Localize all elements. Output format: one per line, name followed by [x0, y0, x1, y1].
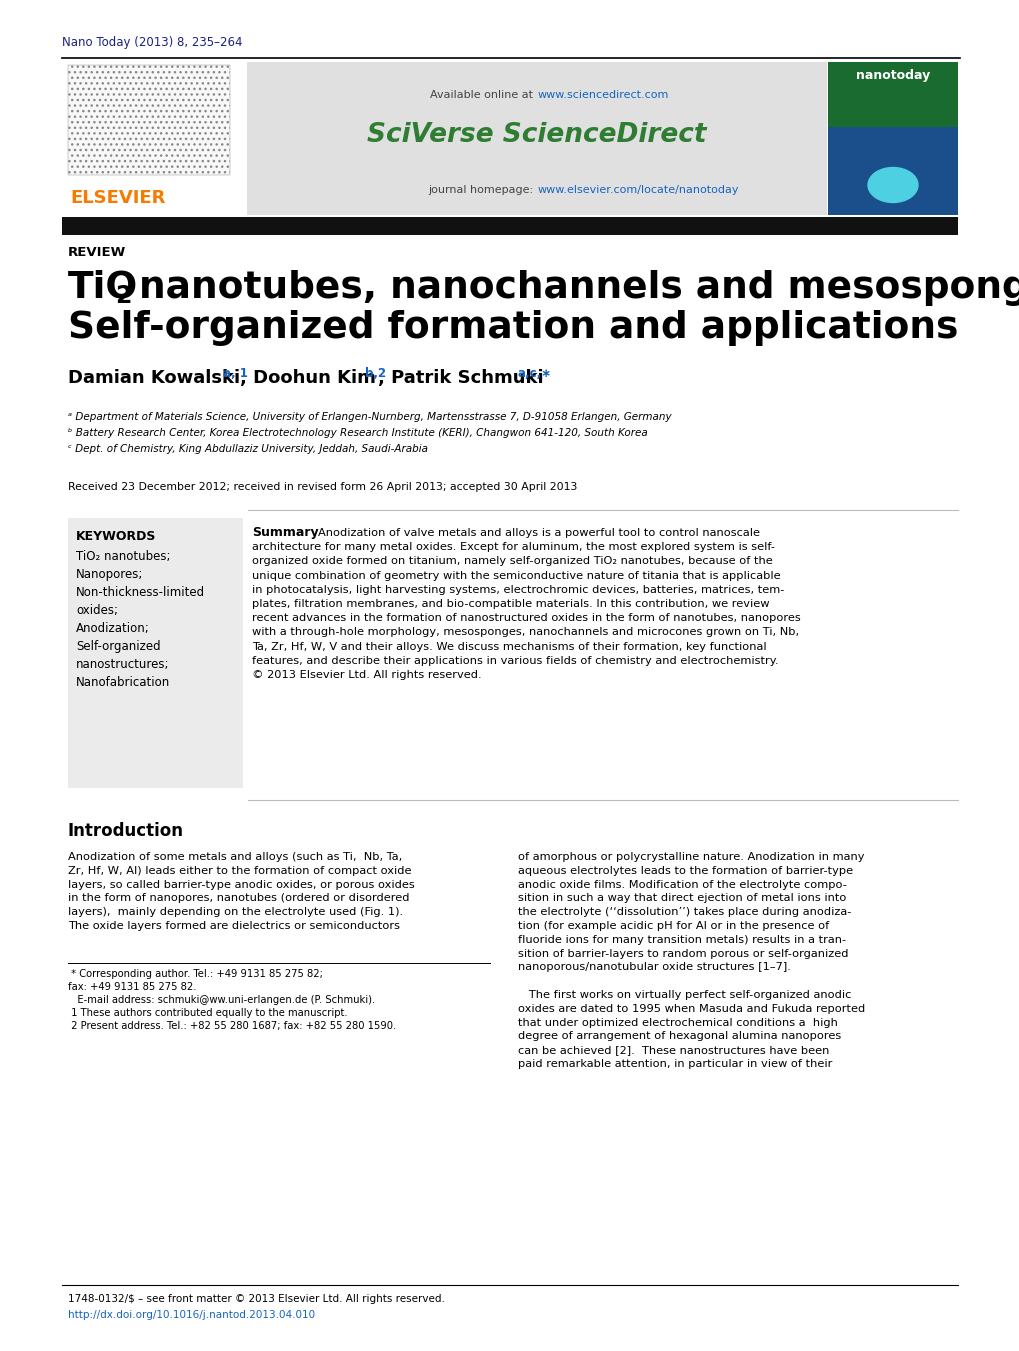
Text: Self-organized formation and applications: Self-organized formation and application… — [68, 309, 958, 346]
Text: Anodization of valve metals and alloys is a powerful tool to control nanoscale: Anodization of valve metals and alloys i… — [318, 528, 759, 538]
Text: , Patrik Schmuki: , Patrik Schmuki — [378, 369, 543, 386]
Text: Zr, Hf, W, Al) leads either to the formation of compact oxide: Zr, Hf, W, Al) leads either to the forma… — [68, 866, 411, 875]
Text: oxides are dated to 1995 when Masuda and Fukuda reported: oxides are dated to 1995 when Masuda and… — [518, 1004, 864, 1013]
Text: paid remarkable attention, in particular in view of their: paid remarkable attention, in particular… — [518, 1059, 832, 1069]
Text: Received 23 December 2012; received in revised form 26 April 2013; accepted 30 A: Received 23 December 2012; received in r… — [68, 482, 577, 492]
Text: Self-organized: Self-organized — [76, 640, 160, 653]
Text: plates, filtration membranes, and bio-compatible materials. In this contribution: plates, filtration membranes, and bio-co… — [252, 598, 768, 609]
Text: Nanopores;: Nanopores; — [76, 567, 144, 581]
Bar — [827, 62, 957, 127]
Text: tion (for example acidic pH for Al or in the presence of: tion (for example acidic pH for Al or in… — [518, 921, 828, 931]
Text: sition in such a way that direct ejection of metal ions into: sition in such a way that direct ejectio… — [518, 893, 846, 904]
Text: that under optimized electrochemical conditions a  high: that under optimized electrochemical con… — [518, 1017, 837, 1028]
Text: * Corresponding author. Tel.: +49 9131 85 275 82;: * Corresponding author. Tel.: +49 9131 8… — [68, 969, 323, 979]
Text: Nano Today (2013) 8, 235–264: Nano Today (2013) 8, 235–264 — [62, 36, 243, 49]
Text: REVIEW: REVIEW — [68, 246, 126, 259]
Ellipse shape — [867, 168, 917, 203]
Bar — [62, 62, 247, 215]
Bar — [68, 65, 229, 176]
Text: Damian Kowalski: Damian Kowalski — [68, 369, 239, 386]
Text: ᵃ Department of Materials Science, University of Erlangen-Nurnberg, Martensstras: ᵃ Department of Materials Science, Unive… — [68, 412, 671, 422]
Text: SciVerse ScienceDirect: SciVerse ScienceDirect — [367, 122, 706, 149]
Text: anodic oxide films. Modification of the electrolyte compo-: anodic oxide films. Modification of the … — [518, 880, 846, 889]
Text: ELSEVIER: ELSEVIER — [70, 189, 165, 207]
Text: 2 Present address. Tel.: +82 55 280 1687; fax: +82 55 280 1590.: 2 Present address. Tel.: +82 55 280 1687… — [68, 1021, 395, 1031]
Text: TiO₂ nanotubes;: TiO₂ nanotubes; — [76, 550, 170, 563]
Text: can be achieved [2].  These nanostructures have been: can be achieved [2]. These nanostructure… — [518, 1046, 828, 1055]
Text: KEYWORDS: KEYWORDS — [76, 530, 156, 543]
Text: of amorphous or polycrystalline nature. Anodization in many: of amorphous or polycrystalline nature. … — [518, 852, 864, 862]
Text: in photocatalysis, light harvesting systems, electrochromic devices, batteries, : in photocatalysis, light harvesting syst… — [252, 585, 784, 594]
Text: Ta, Zr, Hf, W, V and their alloys. We discuss mechanisms of their formation, key: Ta, Zr, Hf, W, V and their alloys. We di… — [252, 642, 766, 651]
Text: 1748-0132/$ – see front matter © 2013 Elsevier Ltd. All rights reserved.: 1748-0132/$ – see front matter © 2013 El… — [68, 1294, 444, 1304]
Text: nanotoday: nanotoday — [855, 69, 929, 81]
Text: TiO: TiO — [68, 270, 139, 305]
Bar — [68, 517, 243, 788]
Text: in the form of nanopores, nanotubes (ordered or disordered: in the form of nanopores, nanotubes (ord… — [68, 893, 409, 904]
Text: Introduction: Introduction — [68, 821, 183, 840]
Text: E-mail address: schmuki@ww.uni-erlangen.de (P. Schmuki).: E-mail address: schmuki@ww.uni-erlangen.… — [68, 994, 375, 1005]
Text: © 2013 Elsevier Ltd. All rights reserved.: © 2013 Elsevier Ltd. All rights reserved… — [252, 670, 481, 680]
Text: recent advances in the formation of nanostructured oxides in the form of nanotub: recent advances in the formation of nano… — [252, 613, 800, 623]
Text: a, 1: a, 1 — [223, 367, 248, 380]
Text: Anodization of some metals and alloys (such as Ti,  Nb, Ta,: Anodization of some metals and alloys (s… — [68, 852, 401, 862]
Bar — [247, 62, 826, 215]
Bar — [827, 127, 957, 215]
Bar — [827, 62, 957, 215]
Text: ᵇ Battery Research Center, Korea Electrotechnology Research Institute (KERI), Ch: ᵇ Battery Research Center, Korea Electro… — [68, 428, 647, 438]
Text: layers, so called barrier-type anodic oxides, or porous oxides: layers, so called barrier-type anodic ox… — [68, 880, 415, 889]
Bar — [62, 218, 957, 235]
Text: fluoride ions for many transition metals) results in a tran-: fluoride ions for many transition metals… — [518, 935, 846, 944]
Text: Nanofabrication: Nanofabrication — [76, 676, 170, 689]
Text: features, and describe their applications in various fields of chemistry and ele: features, and describe their application… — [252, 655, 777, 666]
Text: degree of arrangement of hexagonal alumina nanopores: degree of arrangement of hexagonal alumi… — [518, 1031, 841, 1042]
Text: a,c,∗: a,c,∗ — [518, 367, 551, 380]
Text: architecture for many metal oxides. Except for aluminum, the most explored syste: architecture for many metal oxides. Exce… — [252, 542, 774, 553]
Text: ᶜ Dept. of Chemistry, King Abdullaziz University, Jeddah, Saudi-Arabia: ᶜ Dept. of Chemistry, King Abdullaziz Un… — [68, 444, 428, 454]
Text: organized oxide formed on titanium, namely self-organized TiO₂ nanotubes, becaus: organized oxide formed on titanium, name… — [252, 557, 772, 566]
Text: , Doohun Kim: , Doohun Kim — [239, 369, 376, 386]
Text: journal homepage:: journal homepage: — [428, 185, 536, 195]
Text: unique combination of geometry with the semiconductive nature of titania that is: unique combination of geometry with the … — [252, 570, 780, 581]
Text: oxides;: oxides; — [76, 604, 118, 617]
Text: nanostructures;: nanostructures; — [76, 658, 169, 671]
Text: The first works on virtually perfect self-organized anodic: The first works on virtually perfect sel… — [518, 990, 851, 1000]
Text: the electrolyte (‘‘dissolution’’) takes place during anodiza-: the electrolyte (‘‘dissolution’’) takes … — [518, 908, 851, 917]
Text: nanotubes, nanochannels and mesosponge:: nanotubes, nanochannels and mesosponge: — [126, 270, 1019, 305]
Text: 2: 2 — [115, 284, 131, 308]
Text: www.elsevier.com/locate/nanotoday: www.elsevier.com/locate/nanotoday — [537, 185, 739, 195]
Text: http://dx.doi.org/10.1016/j.nantod.2013.04.010: http://dx.doi.org/10.1016/j.nantod.2013.… — [68, 1310, 315, 1320]
Text: sition of barrier-layers to random porous or self-organized: sition of barrier-layers to random porou… — [518, 948, 848, 959]
Text: nanoporous/nanotubular oxide structures [1–7].: nanoporous/nanotubular oxide structures … — [518, 962, 790, 973]
Text: Available online at: Available online at — [430, 91, 536, 100]
Text: www.sciencedirect.com: www.sciencedirect.com — [537, 91, 668, 100]
Text: Anodization;: Anodization; — [76, 621, 150, 635]
Text: The oxide layers formed are dielectrics or semiconductors: The oxide layers formed are dielectrics … — [68, 921, 399, 931]
Text: Non-thickness-limited: Non-thickness-limited — [76, 586, 205, 598]
Text: fax: +49 9131 85 275 82.: fax: +49 9131 85 275 82. — [68, 982, 197, 992]
Text: aqueous electrolytes leads to the formation of barrier-type: aqueous electrolytes leads to the format… — [518, 866, 852, 875]
Text: Summary: Summary — [252, 526, 318, 539]
Text: 1 These authors contributed equally to the manuscript.: 1 These authors contributed equally to t… — [68, 1008, 347, 1017]
Text: with a through-hole morphology, mesosponges, nanochannels and microcones grown o: with a through-hole morphology, mesospon… — [252, 627, 798, 638]
Text: b,2: b,2 — [365, 367, 386, 380]
Text: layers),  mainly depending on the electrolyte used (Fig. 1).: layers), mainly depending on the electro… — [68, 908, 403, 917]
